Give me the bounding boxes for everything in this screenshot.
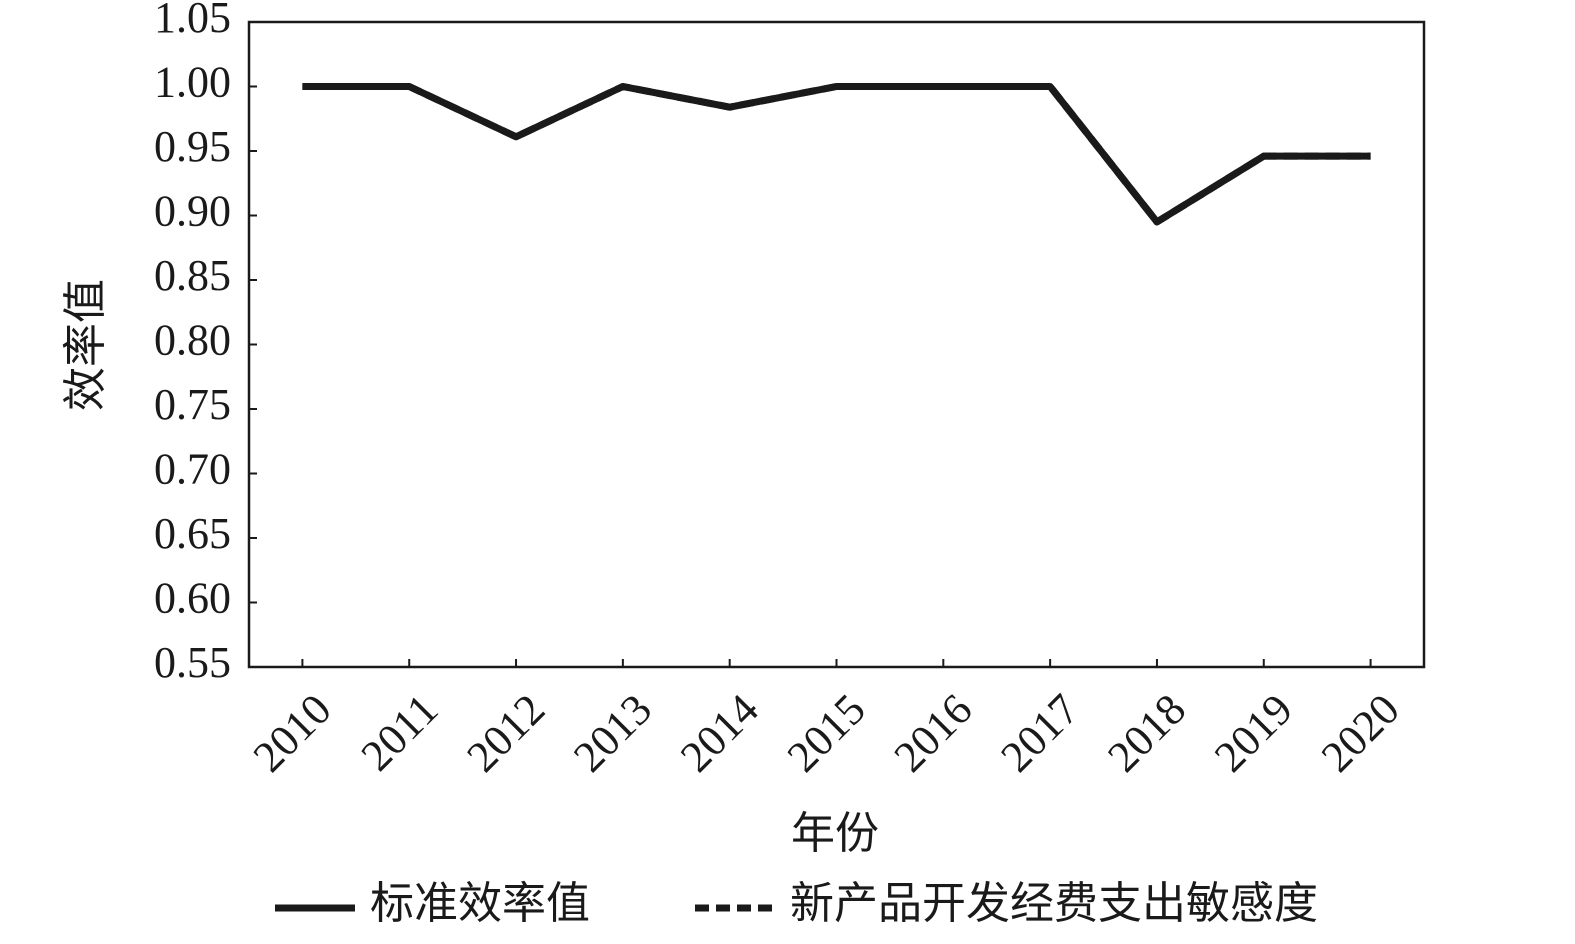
y-tick-label: 1.05 — [154, 0, 231, 42]
x-tick-label: 2016 — [885, 685, 982, 782]
y-tick-label: 0.90 — [154, 187, 231, 236]
y-tick-label: 0.80 — [154, 316, 231, 365]
x-axis-label: 年份 — [791, 809, 879, 858]
x-tick-label: 2018 — [1098, 685, 1195, 782]
y-tick-label: 0.70 — [154, 445, 231, 494]
y-tick-label: 0.75 — [154, 380, 231, 429]
y-tick-label: 1.00 — [154, 58, 231, 107]
x-tick-label: 2019 — [1205, 685, 1302, 782]
series-line — [302, 83, 1371, 226]
x-tick-label: 2013 — [564, 685, 661, 782]
x-tick-label: 2011 — [352, 685, 448, 781]
x-tick-label: 2014 — [671, 685, 768, 782]
y-tick-label: 0.85 — [154, 251, 231, 300]
y-axis-label: 效率值 — [61, 279, 110, 411]
x-tick-label: 2010 — [244, 685, 341, 782]
x-tick-label: 2017 — [991, 685, 1088, 782]
series-line — [302, 83, 1371, 226]
y-tick-label: 0.55 — [154, 638, 231, 687]
legend-label: 标准效率值 — [370, 879, 590, 928]
x-tick-label: 2020 — [1312, 685, 1409, 782]
y-tick-label: 0.60 — [154, 574, 231, 623]
y-tick-label: 0.65 — [154, 509, 231, 558]
x-tick-label: 2012 — [457, 685, 554, 782]
y-tick-label: 0.95 — [154, 122, 231, 171]
plot-frame — [247, 20, 1426, 669]
x-tick-label: 2015 — [778, 685, 875, 782]
legend-label: 新产品开发经费支出敏感度 — [790, 879, 1318, 928]
